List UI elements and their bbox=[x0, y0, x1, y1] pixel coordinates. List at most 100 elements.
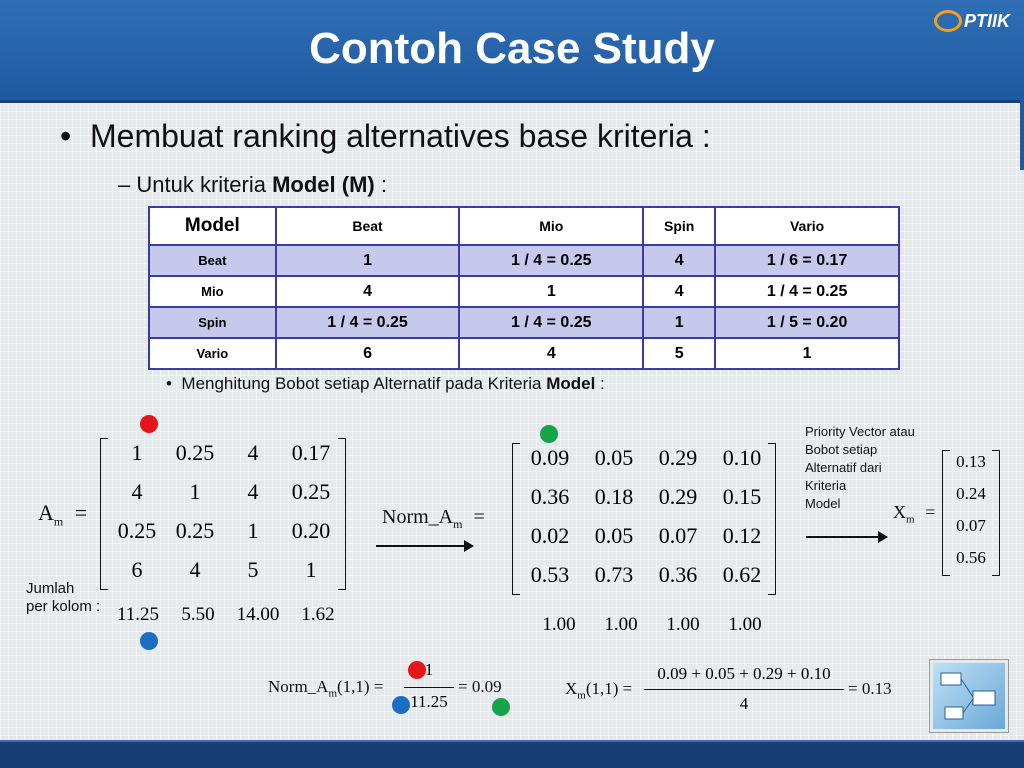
matrix-norm-cell: 0.12 bbox=[722, 523, 762, 548]
matrix-a-cell: 1 bbox=[189, 479, 201, 504]
matrix-norm-label: Norm_Am = bbox=[382, 506, 485, 532]
matrix-norm-cell: 0.53 bbox=[530, 562, 570, 587]
matrix-a-subscript: m bbox=[53, 514, 64, 529]
vector-right-bracket bbox=[992, 450, 1000, 576]
formula-x-lhs: Xm(1,1) = bbox=[565, 679, 632, 701]
table-header: Vario bbox=[714, 206, 900, 246]
formula-x-fraction: 0.09 + 0.05 + 0.29 + 0.10 4 bbox=[644, 664, 844, 718]
sum-label: Jumlah per kolom : bbox=[26, 580, 100, 616]
formula-norm-args: (1,1) = bbox=[337, 677, 384, 696]
slide-footer bbox=[0, 740, 1024, 768]
matrix-norm-left-bracket bbox=[512, 443, 520, 595]
matrix-a-cell: 0.20 bbox=[291, 518, 331, 543]
formula-norm-subscript: m bbox=[328, 687, 338, 700]
row-label: Vario bbox=[148, 337, 277, 370]
bullet-level3-suffix: : bbox=[595, 374, 605, 393]
arrow-icon bbox=[806, 531, 888, 543]
table-cell: 1 bbox=[274, 244, 461, 277]
green-marker-icon bbox=[540, 425, 558, 443]
matrix-norm-right-bracket bbox=[768, 443, 776, 595]
matrix-a-cell: 4 bbox=[247, 479, 259, 504]
matrix-norm-cell: 0.05 bbox=[594, 523, 634, 548]
table-cell: 1 bbox=[642, 306, 717, 339]
matrix-norm-equals: = bbox=[473, 506, 485, 528]
matrix-a-left-bracket bbox=[100, 438, 108, 590]
matrix-norm-cell: 0.10 bbox=[722, 445, 762, 470]
matrix-a-column-sums: 11.25 5.50 14.00 1.62 bbox=[108, 604, 358, 630]
matrix-norm-cell: 0.09 bbox=[530, 445, 570, 470]
bullet-level2: – Untuk kriteria Model (M) : bbox=[118, 172, 387, 198]
matrix-norm-column-sums: 1.00 1.00 1.00 1.00 bbox=[528, 614, 788, 640]
matrix-a-cell: 5 bbox=[247, 557, 259, 582]
formula-norm-result: = 0.09 bbox=[458, 677, 502, 696]
fraction-denominator: 4 bbox=[739, 694, 749, 713]
matrix-norm-cell: 0.73 bbox=[594, 562, 634, 587]
table-row: Spin 1 / 4 = 0.25 1 / 4 = 0.25 1 1 / 5 =… bbox=[148, 306, 900, 339]
column-sum: 1.00 bbox=[728, 614, 762, 635]
table-cell: 6 bbox=[274, 337, 461, 370]
vector-x-equals: = bbox=[925, 502, 936, 522]
priority-vector-value: 0.07 bbox=[956, 516, 986, 535]
table-header: Beat bbox=[274, 206, 461, 246]
priority-vector-value: 0.13 bbox=[956, 452, 986, 471]
bullet-level3-text: Menghitung Bobot setiap Alternatif pada … bbox=[181, 374, 547, 393]
table-header: Mio bbox=[458, 206, 645, 246]
table-cell: 4 bbox=[458, 337, 645, 370]
matrix-norm-cell: 0.29 bbox=[658, 484, 698, 509]
matrix-norm-cell: 0.18 bbox=[594, 484, 634, 509]
formula-x-symbol: X bbox=[565, 679, 578, 698]
caption-line: Kriteria bbox=[805, 478, 847, 493]
column-sum: 14.00 bbox=[236, 604, 280, 625]
caption-line: Bobot setiap bbox=[805, 442, 878, 457]
matrix-norm-cell: 0.02 bbox=[530, 523, 570, 548]
fraction-denominator: 11.25 bbox=[410, 692, 448, 711]
matrix-norm-cell: 0.36 bbox=[658, 562, 698, 587]
vector-x-symbol: X bbox=[893, 502, 906, 522]
bullet-level3-bold: Model bbox=[546, 374, 596, 393]
matrix-norm-cell: 0.36 bbox=[530, 484, 570, 509]
priority-vector-value: 0.56 bbox=[956, 548, 986, 567]
fraction-numerator: 1 bbox=[424, 660, 434, 679]
red-marker-icon bbox=[140, 415, 158, 433]
matrix-a-cell: 4 bbox=[189, 557, 201, 582]
matrix-norm: 0.09 0.05 0.29 0.10 0.36 0.18 0.29 0.15 0.02 0.05… bbox=[518, 445, 774, 595]
caption-line: Model bbox=[805, 496, 841, 511]
table-cell: 1 / 5 = 0.20 bbox=[714, 306, 900, 339]
column-sum: 1.00 bbox=[542, 614, 576, 635]
slide-title: Contoh Case Study bbox=[309, 24, 715, 73]
matrix-a-cell: 0.25 bbox=[117, 518, 157, 543]
bullet-level1-text: Membuat ranking alternatives base kriter… bbox=[90, 118, 711, 154]
vector-left-bracket bbox=[942, 450, 950, 576]
priority-vector-value: 0.24 bbox=[956, 484, 986, 503]
table-cell: 1 / 6 = 0.17 bbox=[714, 244, 900, 277]
matrix-a-cell: 0.25 bbox=[291, 479, 331, 504]
formula-x-result: = 0.13 bbox=[848, 679, 892, 698]
row-label: Mio bbox=[148, 275, 277, 308]
matrix-a-cell: 4 bbox=[247, 440, 259, 465]
decorative-bar bbox=[1020, 100, 1024, 170]
table-cell: 1 bbox=[458, 275, 645, 308]
matrix-a-cell: 0.25 bbox=[175, 440, 215, 465]
matrix-norm-symbol: Norm_A bbox=[382, 506, 454, 528]
caption-line: Priority Vector atau bbox=[805, 424, 915, 439]
matrix-a-cell: 6 bbox=[131, 557, 143, 582]
blue-marker-icon bbox=[140, 632, 158, 650]
green-marker-icon bbox=[492, 698, 510, 716]
formula-norm-fraction: 1 11.25 bbox=[404, 660, 454, 714]
row-label: Spin bbox=[148, 306, 277, 339]
bullet-level2-text: Untuk kriteria bbox=[136, 172, 273, 197]
matrix-norm-cell: 0.62 bbox=[722, 562, 762, 587]
logo-mark-icon bbox=[933, 10, 962, 32]
vector-x-subscript: m bbox=[906, 513, 915, 526]
table-cell: 5 bbox=[642, 337, 717, 370]
matrix-a-symbol: A bbox=[38, 500, 54, 525]
blue-marker-icon bbox=[392, 696, 410, 714]
matrix-norm-cell: 0.29 bbox=[658, 445, 698, 470]
priority-vector-caption: Priority Vector atau Bobot setiap Altern… bbox=[805, 423, 955, 513]
table-header: Model bbox=[148, 206, 277, 246]
matrix-a-right-bracket bbox=[338, 438, 346, 590]
matrix-a-cell: 0.25 bbox=[175, 518, 215, 543]
arrow-icon bbox=[376, 540, 474, 552]
column-sum: 1.00 bbox=[604, 614, 638, 635]
